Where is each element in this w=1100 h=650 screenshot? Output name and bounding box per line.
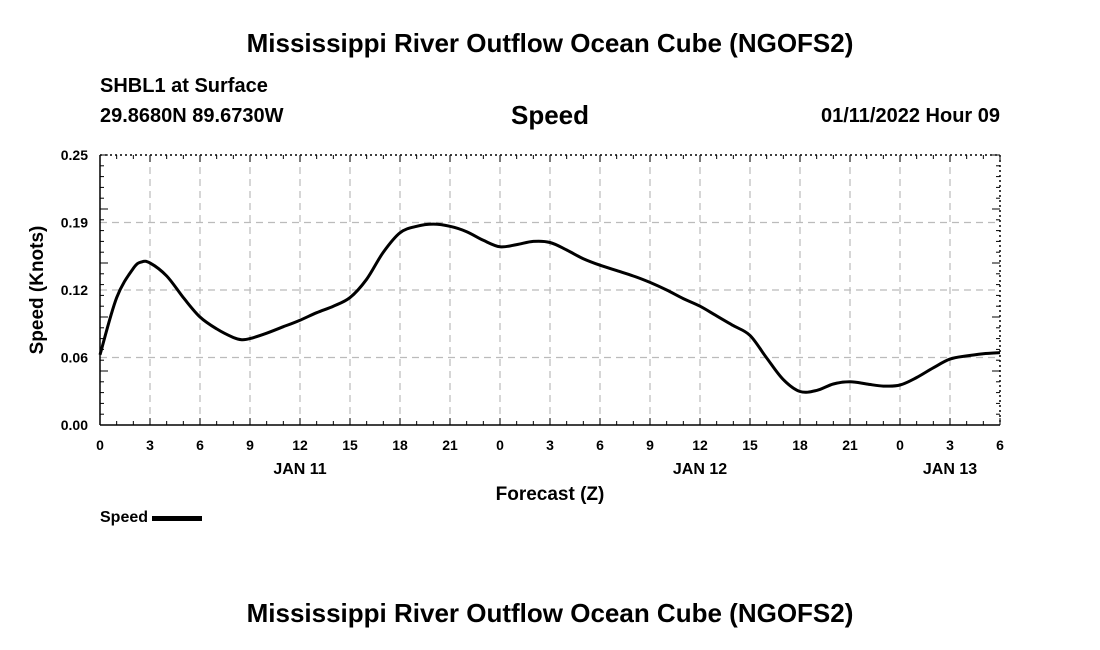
chart-footer-title: Mississippi River Outflow Ocean Cube (NG… xyxy=(246,598,854,628)
x-tick-label: 0 xyxy=(896,437,904,453)
series-line-speed xyxy=(98,222,1001,394)
y-tick-label: 0.25 xyxy=(61,147,88,163)
legend-line-swatch xyxy=(152,515,203,521)
date-label: JAN 11 xyxy=(273,461,326,478)
grid-lines xyxy=(100,155,1000,425)
legend-label: Speed xyxy=(100,509,149,526)
x-tick-label: 9 xyxy=(246,437,254,453)
y-axis-label: Speed (Knots) xyxy=(27,226,48,355)
date-label: JAN 13 xyxy=(923,461,977,478)
y-tick-label: 0.06 xyxy=(61,350,88,366)
x-tick-label: 15 xyxy=(342,437,358,453)
x-tick-label: 6 xyxy=(596,437,604,453)
x-tick-label: 6 xyxy=(196,437,204,453)
x-tick-label: 0 xyxy=(96,437,104,453)
x-tick-label: 0 xyxy=(496,437,504,453)
x-tick-label: 6 xyxy=(996,437,1004,453)
x-tick-label: 12 xyxy=(292,437,308,453)
date-label: JAN 12 xyxy=(673,461,727,478)
x-tick-label: 15 xyxy=(742,437,758,453)
legend: Speed xyxy=(100,509,203,527)
y-tick-label: 0.00 xyxy=(61,417,88,433)
y-tick-label: 0.19 xyxy=(61,215,88,231)
x-axis-label: Forecast (Z) xyxy=(496,484,605,505)
x-tick-label: 21 xyxy=(442,437,458,453)
x-tick-label: 18 xyxy=(792,437,808,453)
x-tick-label: 3 xyxy=(146,437,154,453)
chart-subtitle: Speed xyxy=(510,100,590,130)
x-tick-label: 18 xyxy=(392,437,408,453)
axes xyxy=(99,154,1001,426)
data-layer xyxy=(98,222,1001,394)
x-tick-label: 21 xyxy=(842,437,858,453)
forecast-datetime: 01/11/2022 Hour 09 xyxy=(820,105,1000,127)
coordinates-label: 29.8680N 89.6730W xyxy=(100,105,284,127)
station-label: SHBL1 at Surface xyxy=(100,75,268,97)
chart-main-title: Mississippi River Outflow Ocean Cube (NG… xyxy=(246,28,854,58)
x-tick-label: 12 xyxy=(692,437,708,453)
x-tick-label: 3 xyxy=(946,437,954,453)
y-tick-label: 0.12 xyxy=(61,282,88,298)
x-tick-label: 9 xyxy=(646,437,654,453)
x-tick-label: 3 xyxy=(546,437,554,453)
tick-labels: 0.00 0.06 0.12 0.19 0.25 0 3 6 9 12 15 18 21 0 3 6 9 12 15… xyxy=(61,147,1004,478)
